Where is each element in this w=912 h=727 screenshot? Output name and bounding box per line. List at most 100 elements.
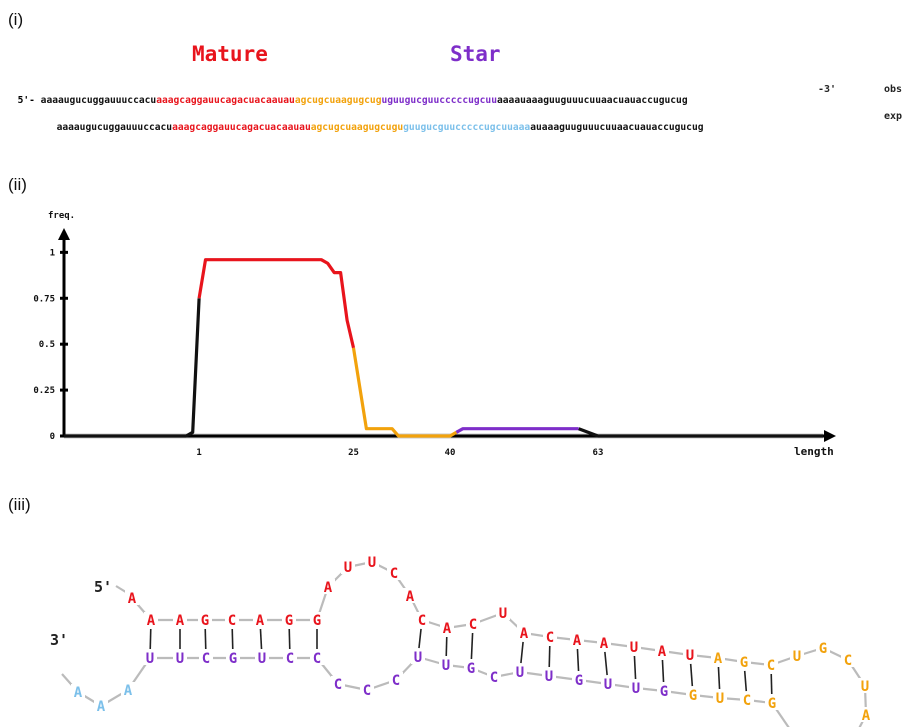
nucleotide-bg: [411, 649, 425, 664]
nucleotide: U: [442, 658, 450, 674]
nucleotide: G: [819, 641, 827, 657]
y-tick-label: 1: [50, 248, 55, 258]
nucleotide: C: [490, 670, 498, 686]
nucleotide: U: [632, 681, 640, 697]
base-pair-bond: [231, 628, 234, 650]
base-pair-bond: [689, 663, 694, 687]
obs-segment-flank: aaaaugucuggauuuccacu: [40, 95, 157, 106]
nucleotide-bg: [143, 650, 157, 665]
base-pair-bond: [576, 648, 580, 672]
nucleotide-bg: [464, 660, 478, 675]
nucleotide: U: [604, 677, 612, 693]
y-tick-label: 0: [50, 432, 55, 442]
nucleotide-bg: [513, 664, 527, 679]
nucleotide-bg: [331, 676, 345, 691]
three-prime-end-label: 3': [50, 631, 68, 649]
obs-sequence: aaaaugucuggauuuccacuaaagcaggauucagacuaca…: [41, 95, 688, 106]
base-pair-bond: [445, 636, 448, 657]
nucleotide: C: [363, 683, 371, 699]
nucleotide: U: [516, 665, 524, 681]
exp-segment-exp_extra: guugucguucccccugcuuaaa: [403, 122, 531, 133]
nucleotide-bg: [71, 684, 85, 699]
nucleotide-bg: [403, 588, 417, 603]
nucleotide: A: [443, 621, 452, 637]
nucleotide: A: [128, 591, 137, 607]
x-tick-label: 1: [196, 448, 201, 458]
x-tick-label: 40: [445, 448, 456, 458]
obs-sequence-row: 5'- aaaaugucuggauuuccacuaaagcaggauucagac…: [6, 84, 688, 106]
nucleotide: A: [406, 589, 415, 605]
x-tick-label: 63: [593, 448, 604, 458]
base-pair-bond: [418, 628, 422, 649]
nucleotide: C: [286, 651, 294, 667]
nucleotide: C: [390, 566, 398, 582]
nucleotide-bg: [360, 682, 374, 697]
nucleotide-bg: [173, 650, 187, 665]
obs-segment-star: uguugucguucccccugcuu: [381, 95, 497, 106]
nucleotide-bg: [711, 650, 725, 665]
nucleotide-bg: [387, 565, 401, 580]
five-prime-end-label: 5': [94, 578, 112, 596]
nucleotide-bg: [226, 650, 240, 665]
nucleotide-bg: [542, 668, 556, 683]
nucleotide: U: [716, 691, 724, 707]
nucleotide-bg: [764, 657, 778, 672]
nucleotide: U: [793, 649, 801, 665]
mature-title: Mature: [192, 42, 268, 66]
exp-segment-flank: aaaaugucuggauuuccacu: [56, 122, 173, 133]
base-pair-bond: [470, 632, 474, 660]
nucleotide-bg: [765, 695, 779, 710]
nucleotide: U: [344, 560, 352, 576]
nucleotide-bg: [121, 682, 135, 697]
obs-segment-mature: aaagcaggauucagacuacaauau: [156, 95, 295, 106]
nucleotide-bg: [496, 605, 510, 620]
nucleotide: C: [844, 653, 852, 669]
nucleotide: C: [392, 673, 400, 689]
nucleotide: G: [467, 661, 475, 677]
nucleotide: G: [313, 613, 321, 629]
nucleotide-bg: [737, 654, 751, 669]
x-tick-label: 25: [348, 448, 359, 458]
nucleotide: C: [546, 630, 554, 646]
nucleotide-bg: [173, 612, 187, 627]
nucleotide: G: [768, 696, 776, 712]
exp-sequence-row: aaaaugucuggauuuccacuaaagcaggauucagacuaca…: [45, 111, 704, 133]
nucleotide: C: [334, 677, 342, 693]
nucleotide: G: [689, 688, 697, 704]
nucleotide-bg: [859, 707, 873, 722]
nucleotide-bg: [365, 554, 379, 569]
series-line-star: [455, 427, 579, 434]
nucleotide: U: [258, 651, 266, 667]
nucleotide: A: [862, 708, 871, 724]
nucleotide-bg: [713, 690, 727, 705]
nucleotide-bg: [253, 612, 267, 627]
nucleotide: C: [313, 651, 321, 667]
nucleotide: C: [743, 693, 751, 709]
nucleotide-bg: [466, 616, 480, 631]
base-pair-bond: [604, 651, 608, 676]
panel-label-iii: (iii): [8, 495, 31, 514]
nucleotide-bg: [655, 643, 669, 658]
frequency-chart: freq. length 0 0.25 0.5 0.75 1 1 25 40 63: [33, 211, 836, 458]
nucleotide: U: [630, 640, 638, 656]
nucleotide: A: [600, 636, 609, 652]
x-axis-label: length: [794, 445, 834, 458]
panel-label-ii: (ii): [8, 175, 27, 194]
x-axis-arrow: [824, 430, 836, 442]
nucleotide: A: [714, 651, 723, 667]
nucleotide-bg: [144, 612, 158, 627]
nucleotide: A: [256, 613, 265, 629]
nucleotide: U: [686, 648, 694, 664]
nucleotide-bg: [310, 650, 324, 665]
series-line-flank: [64, 298, 201, 438]
nucleotide: C: [202, 651, 210, 667]
nucleotide-bg: [543, 629, 557, 644]
nucleotide-bg: [198, 612, 212, 627]
nucleotide: G: [229, 651, 237, 667]
nucleotide: A: [658, 644, 667, 660]
y-axis-label: freq.: [48, 211, 75, 221]
nucleotide-bg: [816, 640, 830, 655]
nucleotide-bg: [283, 650, 297, 665]
nucleotide: C: [767, 658, 775, 674]
obs-segment-flank: aaaauaaaguuguuucuuaacuauaccugucug: [497, 95, 688, 106]
